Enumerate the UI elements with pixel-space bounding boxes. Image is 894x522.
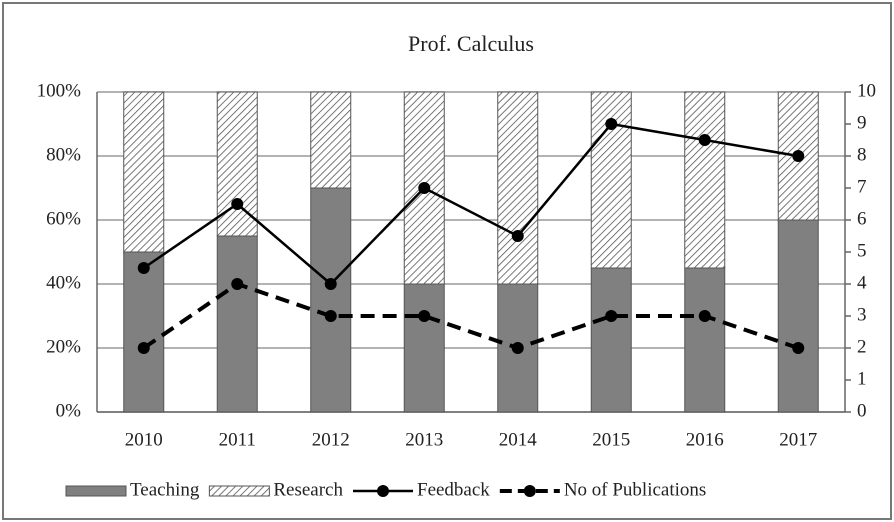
- legend-label: Teaching: [130, 479, 200, 500]
- y2-tick-label: 3: [857, 304, 867, 325]
- bar: [403, 283, 445, 413]
- marker: [698, 310, 711, 322]
- line: [142, 281, 799, 351]
- marker: [231, 198, 244, 210]
- y2-tick-label: 7: [857, 176, 867, 197]
- x-tick-label: 2013: [405, 429, 443, 450]
- marker: [605, 118, 618, 130]
- marker: [137, 262, 150, 274]
- bar: [590, 267, 632, 413]
- y2-tick-label: 9: [857, 112, 867, 133]
- bar: [123, 251, 165, 413]
- bar: [310, 91, 352, 189]
- marker: [418, 310, 431, 322]
- y-tick-label: 0%: [56, 400, 82, 421]
- marker: [418, 182, 431, 194]
- bar: [310, 187, 352, 413]
- marker: [324, 278, 337, 290]
- legend-swatch: [208, 485, 270, 497]
- x-tick-label: 2016: [686, 429, 724, 450]
- bar: [216, 235, 258, 413]
- y-tick-label: 40%: [46, 272, 81, 293]
- x-tick-label: 2010: [125, 429, 163, 450]
- bar: [684, 91, 726, 269]
- legend-label: Feedback: [417, 479, 490, 500]
- bar: [123, 91, 165, 253]
- y2-tick-label: 2: [857, 336, 867, 357]
- y-tick-label: 20%: [46, 336, 81, 357]
- bar: [590, 91, 632, 269]
- legend-marker: [523, 485, 536, 497]
- marker: [511, 230, 524, 242]
- marker: [792, 342, 805, 354]
- marker: [698, 134, 711, 146]
- x-tick-label: 2012: [312, 429, 350, 450]
- y2-tick-label: 0: [857, 400, 867, 421]
- marker: [231, 278, 244, 290]
- marker: [511, 342, 524, 354]
- legend-marker: [377, 485, 389, 497]
- y-tick-label: 100%: [37, 80, 82, 101]
- legend-label: Research: [273, 479, 343, 500]
- bar: [777, 219, 819, 413]
- marker: [137, 342, 150, 354]
- x-tick-label: 2015: [592, 429, 630, 450]
- marker: [324, 310, 337, 322]
- y2-tick-label: 1: [857, 368, 867, 389]
- y2-tick-label: 8: [857, 144, 867, 165]
- line: [143, 122, 799, 286]
- bar: [497, 91, 539, 285]
- y2-tick-label: 4: [857, 272, 867, 293]
- y2-tick-label: 6: [857, 208, 867, 229]
- x-tick-label: 2017: [779, 429, 817, 450]
- x-tick-label: 2011: [219, 429, 256, 450]
- y-tick-label: 60%: [46, 208, 81, 229]
- bar: [684, 267, 726, 413]
- chart-title: Prof. Calculus: [408, 31, 534, 56]
- marker: [792, 150, 805, 162]
- y2-tick-label: 10: [857, 80, 876, 101]
- marker: [605, 310, 618, 322]
- legend-label: No of Publications: [564, 479, 707, 500]
- y-tick-label: 80%: [46, 144, 81, 165]
- x-tick-label: 2014: [499, 429, 538, 450]
- legend-swatch: [65, 485, 127, 497]
- y2-tick-label: 5: [857, 240, 867, 261]
